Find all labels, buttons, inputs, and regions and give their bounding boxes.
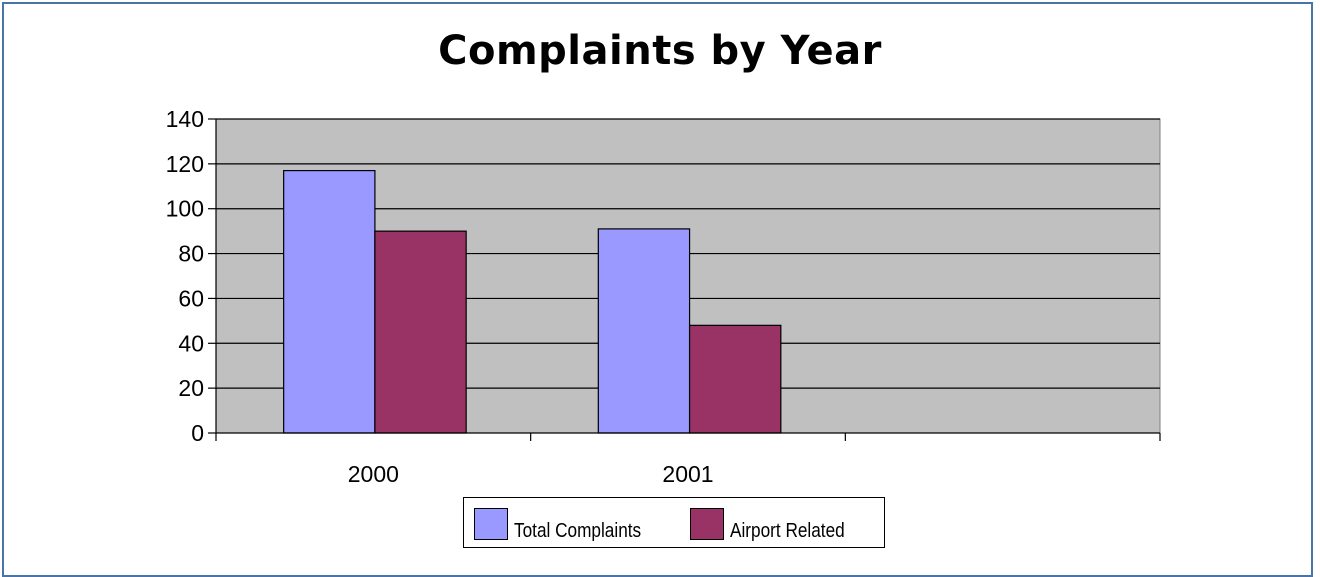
y-tick-label: 40 (178, 330, 204, 356)
y-tick-label: 60 (178, 285, 204, 311)
legend-label-total-complaints: Total Complaints (514, 520, 642, 542)
bar-airport-related-2000 (374, 230, 467, 434)
legend-swatch-airport-related (690, 508, 724, 540)
legend-swatch-total-complaints (474, 508, 508, 540)
bar-total-complaints-2000 (283, 169, 376, 434)
y-tick-label: 120 (166, 151, 204, 177)
legend-label-airport-related: Airport Related (730, 520, 845, 542)
bar-airport-related-2001 (688, 324, 782, 434)
y-tick-label: 20 (178, 375, 204, 401)
x-tick-label: 2000 (348, 461, 399, 487)
x-tick-label: 2001 (662, 461, 713, 487)
bar-total-complaints-2001 (597, 228, 691, 434)
y-tick-label: 0 (191, 420, 204, 446)
chart-title: Complaints by Year (438, 28, 882, 74)
y-tick-label: 100 (166, 196, 204, 222)
y-tick-label: 80 (178, 241, 204, 267)
legend-item-total-complaints: Total Complaints (474, 508, 662, 542)
chart-legend: Total Complaints Airport Related (463, 497, 885, 548)
y-tick-label: 140 (166, 106, 204, 132)
legend-item-airport-related: Airport Related (690, 508, 863, 542)
